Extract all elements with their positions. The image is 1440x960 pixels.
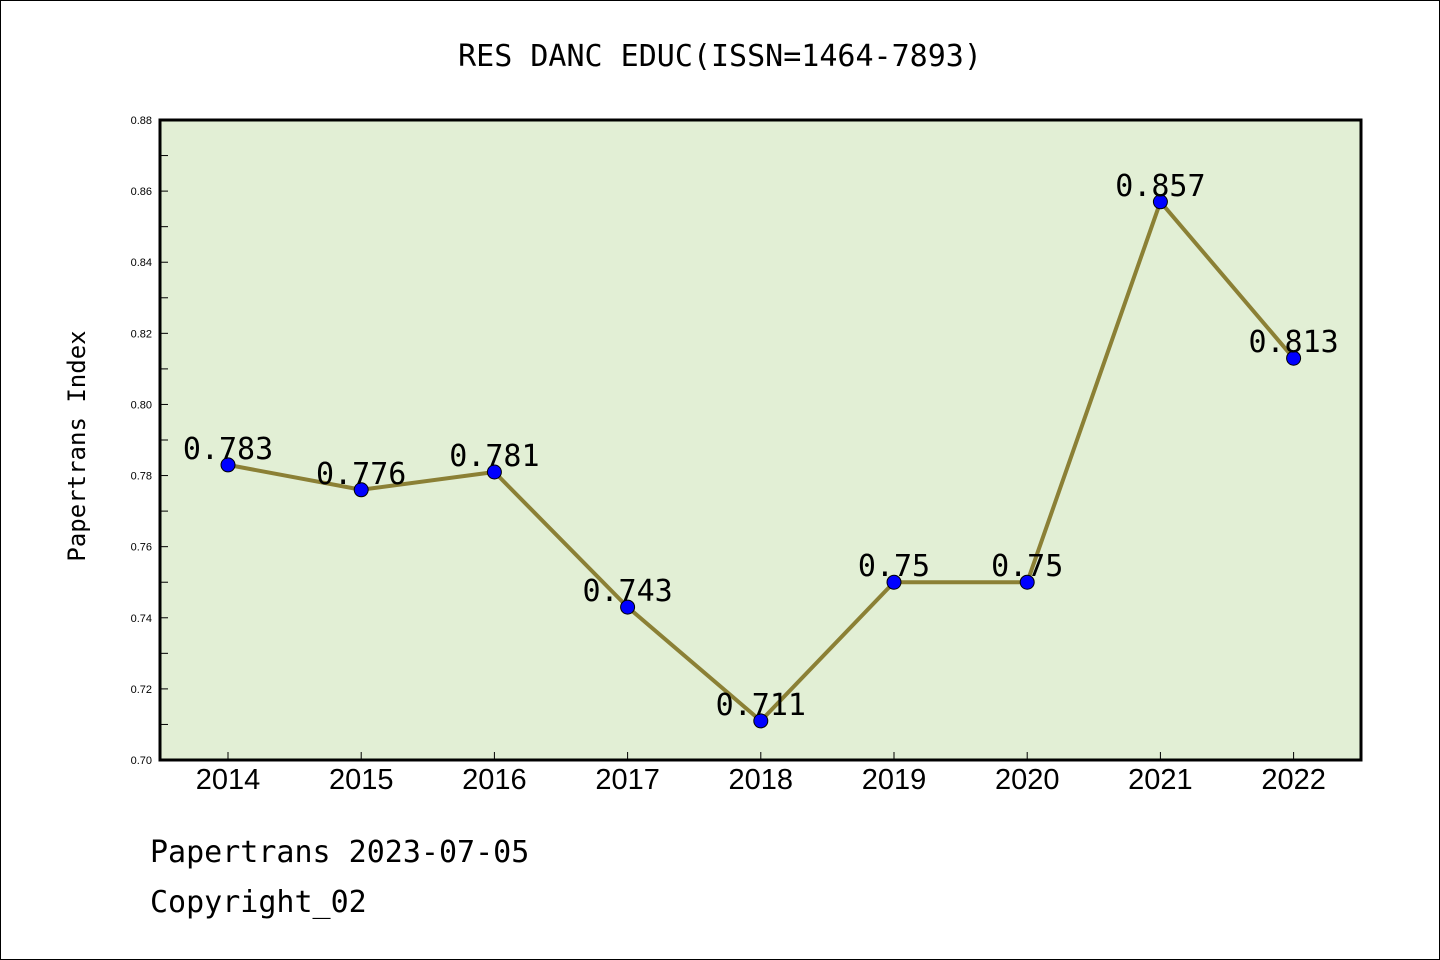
y-tick-label: 0.76 (131, 542, 152, 554)
data-label: 0.75 (858, 549, 930, 584)
data-point (1286, 350, 1302, 366)
data-point (486, 464, 502, 480)
footer-date: Papertrans 2023-07-05 (150, 835, 530, 870)
data-label: 0.776 (316, 457, 406, 492)
x-axis: 2014 2015 2016 2017 2018 2019 2020 2021 2022 (196, 752, 1326, 796)
x-tick-label: 2020 (995, 764, 1060, 796)
data-point (1152, 194, 1168, 210)
y-axis: 0.70 0.72 0.74 0.76 0.78 0.80 0.82 0.84 0.86 0.88 (131, 115, 168, 767)
data-point (353, 482, 369, 498)
chart-title: RES DANC EDUC(ISSN=1464-7893) (458, 39, 982, 74)
footer-copyright: Copyright_02 (150, 885, 367, 920)
x-tick-label: 2019 (862, 764, 927, 796)
series-layer: 0.783 0.776 0.781 0.743 0.711 0.75 0.75 0.857 0.… (183, 169, 1339, 729)
x-tick-label: 2015 (329, 764, 394, 796)
data-point (620, 599, 636, 615)
x-tick-label: 2016 (462, 764, 527, 796)
data-point (886, 574, 902, 590)
x-tick-label: 2022 (1261, 764, 1326, 796)
data-point (220, 457, 236, 473)
plot-border (158, 118, 1363, 762)
y-axis-label: Papertrans Index (63, 330, 91, 561)
data-label: 0.781 (449, 439, 539, 474)
plot-area (160, 120, 1361, 760)
data-label: 0.75 (991, 549, 1063, 584)
y-tick-label: 0.78 (131, 471, 152, 483)
data-label: 0.813 (1248, 325, 1338, 360)
y-tick-label: 0.70 (131, 755, 152, 767)
y-tick-label: 0.80 (131, 399, 152, 411)
data-label: 0.711 (716, 688, 806, 723)
y-tick-label: 0.86 (131, 186, 152, 198)
data-point (753, 713, 769, 729)
data-label: 0.857 (1115, 169, 1205, 204)
x-tick-label: 2021 (1128, 764, 1193, 796)
data-label: 0.743 (582, 574, 672, 609)
y-tick-label: 0.84 (131, 257, 152, 269)
y-tick-label: 0.82 (131, 328, 152, 340)
x-tick-label: 2017 (595, 764, 660, 796)
x-tick-label: 2018 (729, 764, 794, 796)
data-point (1019, 574, 1035, 590)
data-label: 0.783 (183, 432, 273, 467)
y-tick-label: 0.74 (131, 613, 152, 625)
y-tick-label: 0.88 (131, 115, 152, 127)
y-tick-label: 0.72 (131, 684, 152, 696)
x-tick-label: 2014 (196, 764, 261, 796)
